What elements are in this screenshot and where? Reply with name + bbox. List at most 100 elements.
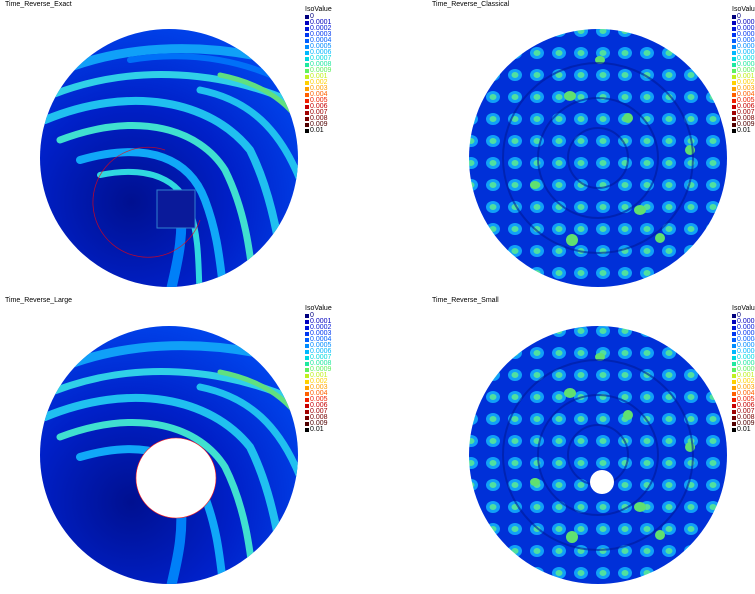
legend-entry: 0 [732, 13, 755, 20]
legend-swatch [732, 33, 736, 37]
legend-entry: 0.005 [732, 97, 755, 104]
legend-swatch [732, 320, 736, 324]
legend-label: 0.0004 [310, 336, 332, 343]
legend-swatch [732, 398, 736, 402]
legend-entry: 0.007 [732, 408, 755, 415]
legend-swatch [732, 422, 736, 426]
legend-label: 0.0009 [737, 366, 755, 373]
legend-entry: 0.005 [305, 396, 332, 403]
legend-swatch [305, 362, 309, 366]
legend-entry: 0.006 [305, 402, 332, 409]
legend-label: 0.0001 [310, 19, 332, 26]
legend-swatch [732, 51, 736, 55]
legend-entry: 0.0001 [305, 318, 332, 325]
legend-swatch [732, 123, 736, 127]
legend-label: 0.0009 [310, 67, 332, 74]
legend-entry: 0.002 [732, 378, 755, 385]
legend-swatch [305, 386, 309, 390]
legend-swatch [732, 63, 736, 67]
legend-swatch [305, 33, 309, 37]
legend-label: 0.004 [310, 91, 328, 98]
legend-entry: 0.0008 [305, 360, 332, 367]
legend-entry: 0.0004 [305, 336, 332, 343]
legend-entry: 0.005 [732, 396, 755, 403]
legend-swatch [732, 350, 736, 354]
legend-entry: 0 [305, 13, 332, 20]
legend-entry: 0.0002 [732, 324, 755, 331]
legend-label: 0.0008 [737, 360, 755, 367]
legend-entry: 0.001 [305, 73, 332, 80]
legend-label: 0.0006 [310, 49, 332, 56]
legend-swatch [732, 332, 736, 336]
legend-label: 0.0003 [310, 330, 332, 337]
legend-entry: 0.0008 [732, 360, 755, 367]
legend-label: 0 [310, 312, 314, 319]
legend-entry: 0.006 [732, 402, 755, 409]
legend-classical: IsoValu00.00010.00020.00030.00040.00050.… [732, 6, 755, 134]
plot-classical [469, 29, 727, 287]
field-small [469, 326, 727, 584]
legend-swatch [732, 386, 736, 390]
legend-swatch [732, 39, 736, 43]
legend-label: 0.0008 [310, 360, 332, 367]
legend-label: 0.006 [310, 103, 328, 110]
legend-entry: 0.008 [732, 115, 755, 122]
legend-label: 0.009 [737, 420, 755, 427]
legend-entry: 0.007 [732, 109, 755, 116]
legend-entry: 0.004 [305, 91, 332, 98]
legend-swatch [732, 416, 736, 420]
legend-swatch [305, 123, 309, 127]
legend-label: 0.0005 [310, 43, 332, 50]
legend-swatch [732, 45, 736, 49]
legend-entry: 0.0002 [305, 324, 332, 331]
legend-label: 0.004 [310, 390, 328, 397]
legend-swatch [305, 326, 309, 330]
legend-label: 0.005 [310, 97, 328, 104]
legend-swatch [732, 15, 736, 19]
legend-entry: 0.0005 [732, 43, 755, 50]
legend-label: 0.0007 [310, 354, 332, 361]
legend-swatch [305, 117, 309, 121]
legend-entry: 0.0007 [732, 354, 755, 361]
legend-label: 0.0004 [737, 336, 755, 343]
legend-entry: 0.001 [732, 73, 755, 80]
legend-label: 0.0003 [310, 31, 332, 38]
legend-entry: 0.01 [305, 127, 332, 134]
legend-label: 0.0005 [310, 342, 332, 349]
legend-swatch [732, 81, 736, 85]
legend-entry: 0.0005 [305, 342, 332, 349]
legend-swatch [732, 392, 736, 396]
legend-label: 0.0009 [310, 366, 332, 373]
legend-title: IsoValue [305, 6, 332, 13]
legend-swatch [305, 39, 309, 43]
field-exact [40, 29, 298, 287]
legend-entry: 0.0009 [305, 67, 332, 74]
legend-swatch [305, 27, 309, 31]
legend-swatch [732, 428, 736, 432]
legend-label: 0.008 [737, 115, 755, 122]
legend-label: 0.005 [737, 97, 755, 104]
legend-label: 0.008 [310, 115, 328, 122]
legend-swatch [305, 428, 309, 432]
legend-entry: 0.004 [732, 390, 755, 397]
legend-label: 0.007 [737, 109, 755, 116]
panel-title: Time_Reverse_Large [5, 297, 73, 304]
legend-label: 0.0005 [737, 342, 755, 349]
panel-title: Time_Reverse_Classical [432, 1, 510, 8]
legend-label: 0.003 [737, 85, 755, 92]
legend-entry: 0.0006 [732, 49, 755, 56]
legend-title: IsoValue [305, 305, 332, 312]
legend-label: 0.0003 [737, 31, 755, 38]
legend-swatch [732, 75, 736, 79]
legend-label: 0.001 [737, 372, 755, 379]
legend-entry: 0.0004 [305, 37, 332, 44]
legend-label: 0.006 [737, 103, 755, 110]
legend-label: 0.009 [737, 121, 755, 128]
legend-label: 0.0007 [737, 55, 755, 62]
legend-label: 0.01 [310, 127, 324, 134]
legend-label: 0.009 [310, 121, 328, 128]
legend-label: 0.01 [310, 426, 324, 433]
legend-label: 0.004 [737, 91, 755, 98]
legend-entry: 0.0003 [732, 31, 755, 38]
legend-swatch [305, 51, 309, 55]
